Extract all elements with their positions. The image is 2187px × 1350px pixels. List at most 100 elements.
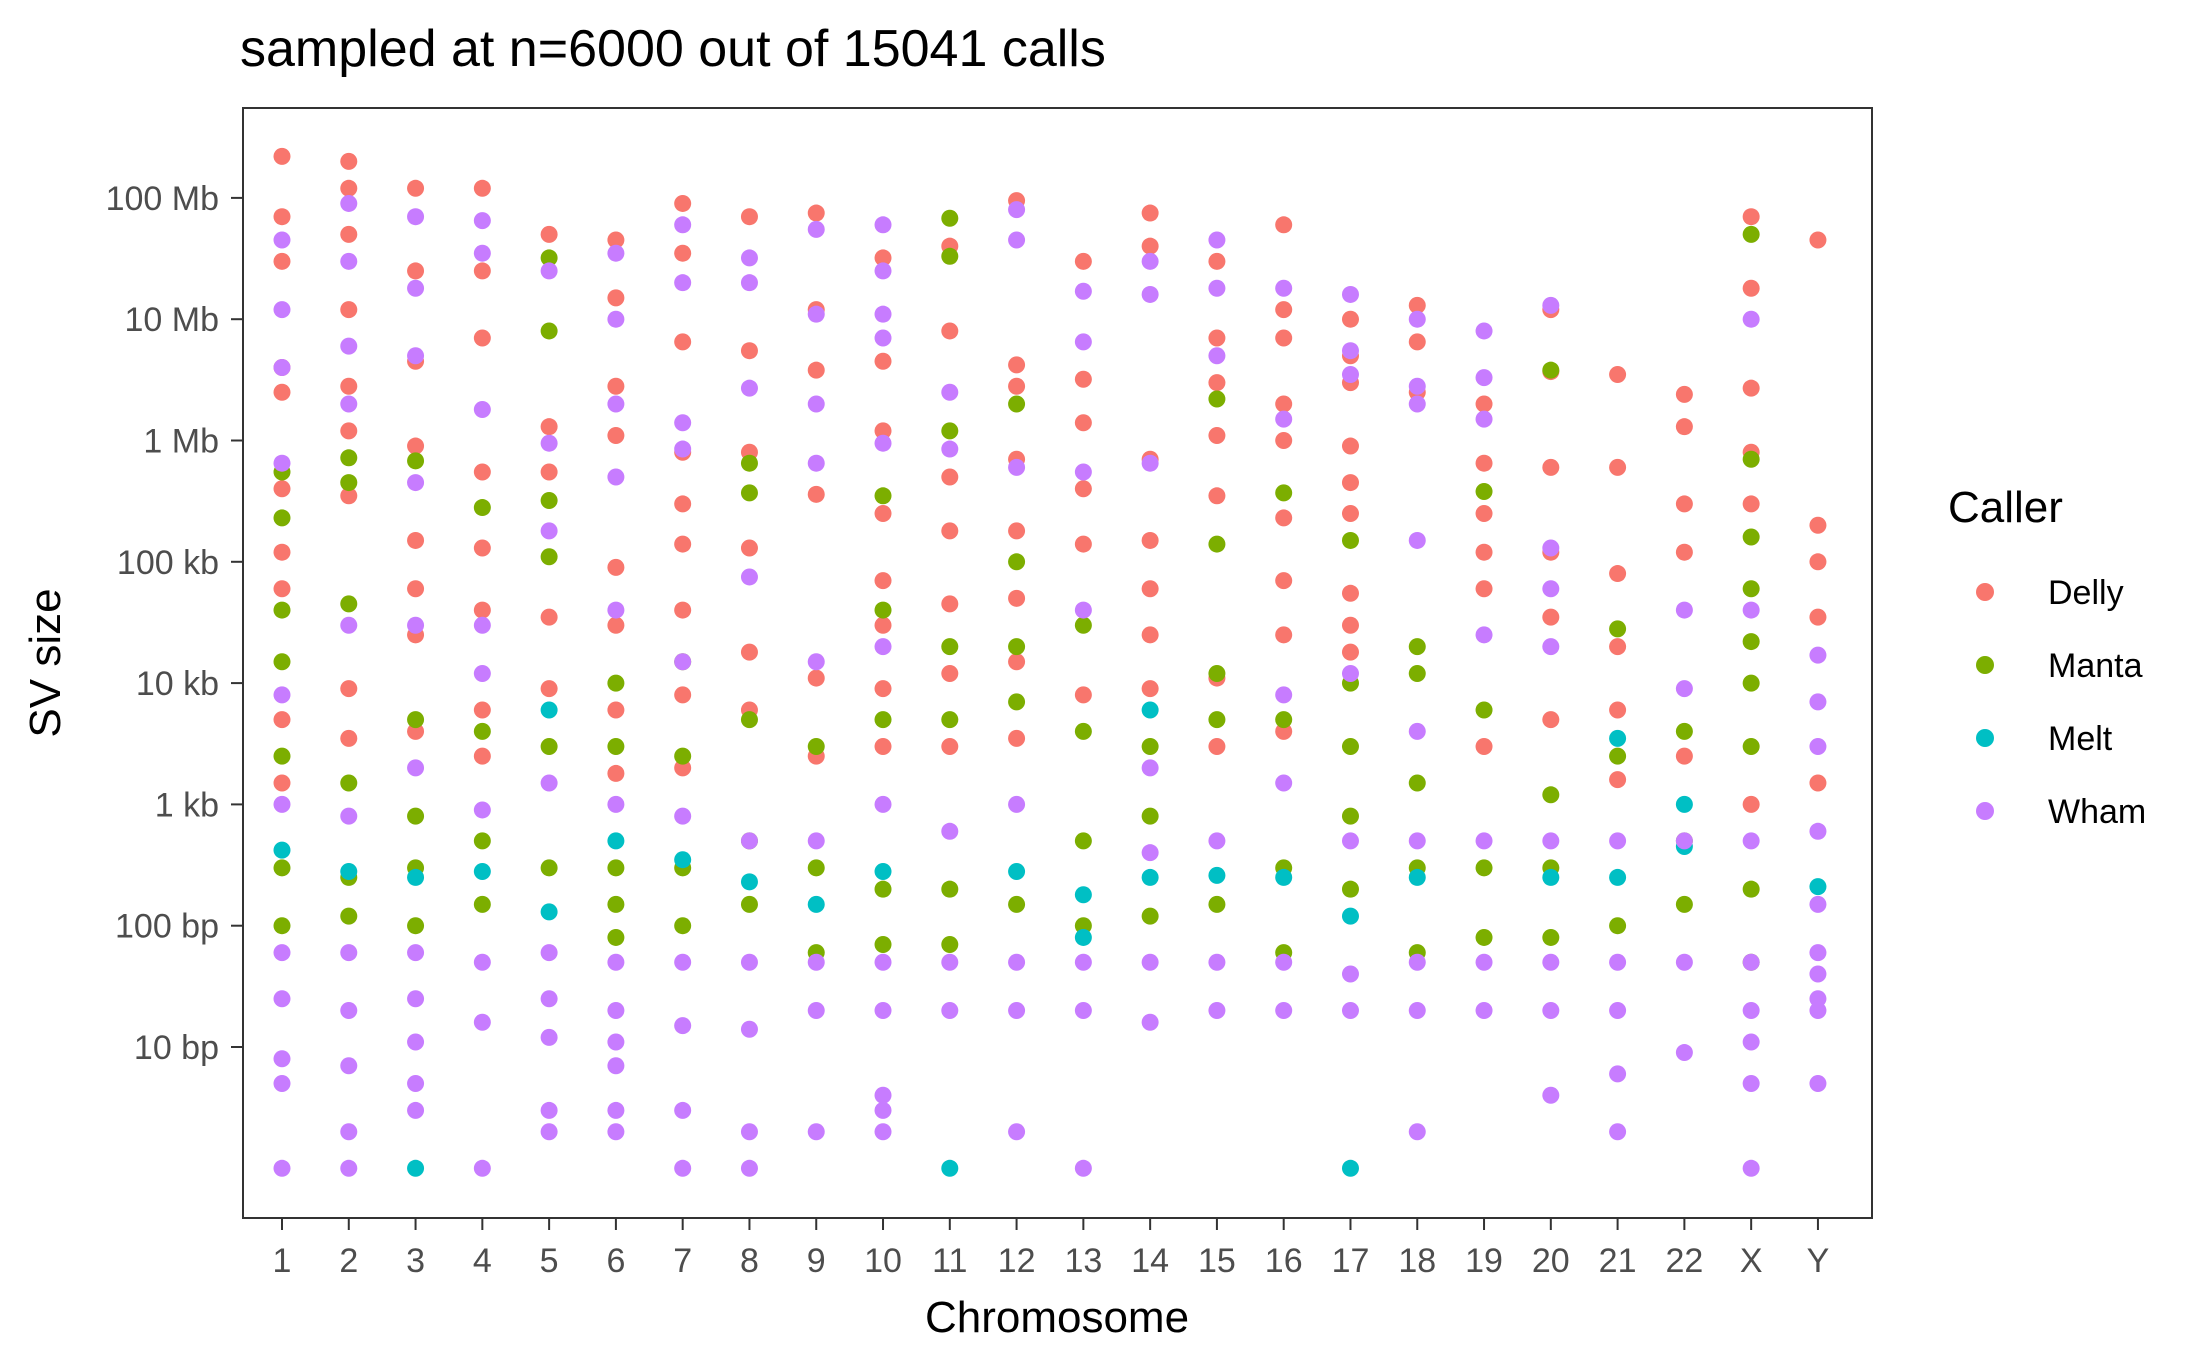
point-wham: [1675, 953, 1693, 971]
x-tick-label: 19: [1465, 1242, 1503, 1280]
point-delly: [1008, 522, 1026, 540]
point-manta: [1475, 701, 1493, 719]
legend-label-delly: Delly: [2048, 574, 2124, 612]
point-delly: [473, 262, 491, 280]
point-wham: [1208, 279, 1226, 297]
point-wham: [607, 795, 625, 813]
point-manta: [1542, 928, 1560, 946]
point-delly: [1341, 474, 1359, 492]
point-delly: [1008, 377, 1026, 395]
point-manta: [740, 454, 758, 472]
point-delly: [273, 480, 291, 498]
point-manta: [1475, 928, 1493, 946]
point-delly: [540, 463, 558, 481]
x-axis: 1 2 3 4 5 6 7 8 9 10 11 12 13 14 15 16 17 18 19 20 21 22 X Y: [273, 1218, 1830, 1280]
point-delly: [1074, 480, 1092, 498]
point-manta: [540, 249, 558, 267]
point-wham: [407, 1101, 425, 1119]
point-delly: [874, 352, 892, 370]
point-wham: [1809, 822, 1827, 840]
x-tick-label: 1: [273, 1242, 292, 1280]
point-wham: [1341, 965, 1359, 983]
point-wham: [1008, 1123, 1026, 1141]
point-wham: [941, 953, 959, 971]
point-delly: [1275, 626, 1293, 644]
point-wham: [340, 1001, 358, 1019]
x-tick-label: 4: [473, 1242, 492, 1280]
point-delly: [1074, 370, 1092, 388]
point-wham: [1341, 664, 1359, 682]
point-delly: [1675, 543, 1693, 561]
point-delly: [874, 422, 892, 440]
point-wham: [340, 337, 358, 355]
point-wham: [540, 1028, 558, 1046]
point-manta: [941, 422, 959, 440]
point-wham: [1742, 832, 1760, 850]
point-wham: [1675, 832, 1693, 850]
point-delly: [407, 437, 425, 455]
point-manta: [540, 548, 558, 566]
point-wham: [807, 653, 825, 671]
point-delly: [273, 580, 291, 598]
point-manta: [607, 738, 625, 756]
point-manta: [1341, 880, 1359, 898]
point-wham: [1008, 231, 1026, 249]
point-wham: [1408, 377, 1426, 395]
point-wham: [273, 1050, 291, 1068]
point-wham: [340, 194, 358, 212]
point-delly: [607, 701, 625, 719]
point-wham: [340, 807, 358, 825]
point-delly: [1141, 680, 1159, 698]
point-melt: [674, 851, 692, 869]
point-wham: [807, 832, 825, 850]
point-wham: [1609, 1001, 1627, 1019]
data-points: [273, 147, 1827, 1177]
point-delly: [1809, 231, 1827, 249]
legend-key-manta: [1976, 656, 1994, 674]
point-delly: [1275, 432, 1293, 449]
point-wham: [273, 990, 291, 1008]
point-wham: [473, 1159, 491, 1177]
point-delly: [340, 152, 358, 170]
x-tick-label: Y: [1807, 1242, 1830, 1280]
point-wham: [340, 944, 358, 962]
legend-label-melt: Melt: [2048, 720, 2113, 758]
point-wham: [1742, 1033, 1760, 1051]
point-wham: [607, 468, 625, 486]
point-manta: [273, 653, 291, 671]
point-melt: [540, 903, 558, 921]
point-manta: [1742, 580, 1760, 598]
point-wham: [941, 822, 959, 840]
point-delly: [941, 322, 959, 340]
point-delly: [1074, 686, 1092, 704]
point-wham: [1609, 1065, 1627, 1083]
point-wham: [340, 1123, 358, 1141]
x-tick-label: 3: [406, 1242, 425, 1280]
point-manta: [473, 832, 491, 850]
point-melt: [1141, 701, 1159, 719]
point-delly: [1008, 729, 1026, 747]
y-tick-label: 100 kb: [117, 544, 219, 582]
point-melt: [340, 862, 358, 880]
point-melt: [1809, 878, 1827, 896]
point-wham: [1408, 953, 1426, 971]
point-manta: [740, 484, 758, 502]
point-wham: [1275, 953, 1293, 971]
point-wham: [1275, 774, 1293, 792]
point-wham: [473, 244, 491, 262]
point-delly: [540, 418, 558, 436]
point-delly: [1475, 543, 1493, 561]
legend-key-melt: [1976, 729, 1994, 747]
point-wham: [1609, 953, 1627, 971]
point-wham: [540, 1101, 558, 1119]
point-wham: [407, 616, 425, 634]
point-delly: [273, 383, 291, 401]
point-melt: [607, 832, 625, 850]
point-wham: [407, 474, 425, 492]
point-wham: [1074, 1159, 1092, 1177]
point-delly: [1341, 584, 1359, 602]
point-delly: [874, 616, 892, 634]
point-delly: [1809, 553, 1827, 571]
point-wham: [1809, 990, 1827, 1008]
point-wham: [1141, 1013, 1159, 1031]
